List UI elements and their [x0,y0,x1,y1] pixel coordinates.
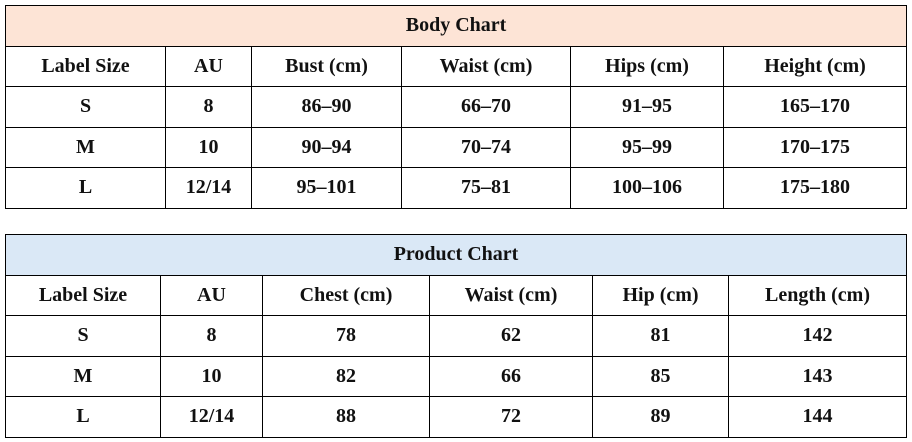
data-row: L 12/14 88 72 89 144 [5,396,907,438]
table-title: Product Chart [5,234,907,276]
cell: 81 [592,315,729,357]
cell: 165–170 [722,86,908,128]
data-row: L 12/14 95–101 75–81 100–106 175–180 [5,167,908,209]
header-cell: Waist (cm) [429,274,593,316]
cell: 66–70 [401,86,571,128]
cell: 8 [160,315,263,357]
data-row: S 8 86–90 66–70 91–95 165–170 [5,86,908,128]
body-chart-table: Body Chart Label Size AU Bust (cm) Waist (cm… [4,5,908,209]
cell: 144 [728,396,907,438]
cell: 143 [728,355,907,397]
header-cell: Chest (cm) [262,274,430,316]
cell: S [5,86,166,128]
header-cell: AU [160,274,263,316]
header-cell: Hip (cm) [592,274,729,316]
cell: 88 [262,396,430,438]
title-row: Product Chart [5,234,907,276]
cell: 100–106 [570,167,724,209]
cell: M [5,126,166,168]
cell: 10 [165,126,252,168]
cell: 170–175 [722,126,908,168]
cell: L [5,396,161,438]
header-cell: AU [165,45,252,87]
cell: 72 [429,396,593,438]
cell: L [5,167,166,209]
cell: 8 [165,86,252,128]
cell: 66 [429,355,593,397]
cell: 62 [429,315,593,357]
header-cell: Length (cm) [728,274,907,316]
cell: 78 [262,315,430,357]
title-row: Body Chart [4,5,908,47]
header-cell: Hips (cm) [570,45,724,87]
cell: 10 [160,355,263,397]
data-row: M 10 90–94 70–74 95–99 170–175 [5,126,908,168]
header-cell: Height (cm) [722,45,908,87]
header-cell: Label Size [5,274,161,316]
cell: 75–81 [401,167,571,209]
product-chart-table: Product Chart Label Size AU Chest (cm) Waist… [5,234,907,438]
header-row: Label Size AU Bust (cm) Waist (cm) Hips (cm)… [5,45,908,87]
data-row: M 10 82 66 85 143 [5,355,907,397]
cell: M [5,355,161,397]
cell: 142 [728,315,907,357]
cell: 89 [592,396,729,438]
cell: 175–180 [722,167,908,209]
cell: 86–90 [251,86,402,128]
cell: 90–94 [251,126,402,168]
cell: 70–74 [401,126,571,168]
header-cell: Waist (cm) [401,45,571,87]
cell: 91–95 [570,86,724,128]
table-title: Body Chart [4,5,908,47]
cell: 95–99 [570,126,724,168]
header-cell: Bust (cm) [251,45,402,87]
cell: 12/14 [165,167,252,209]
header-cell: Label Size [5,45,166,87]
cell: 82 [262,355,430,397]
cell: 85 [592,355,729,397]
data-row: S 8 78 62 81 142 [5,315,907,357]
cell: S [5,315,161,357]
cell: 95–101 [251,167,402,209]
header-row: Label Size AU Chest (cm) Waist (cm) Hip (cm)… [5,274,907,316]
cell: 12/14 [160,396,263,438]
